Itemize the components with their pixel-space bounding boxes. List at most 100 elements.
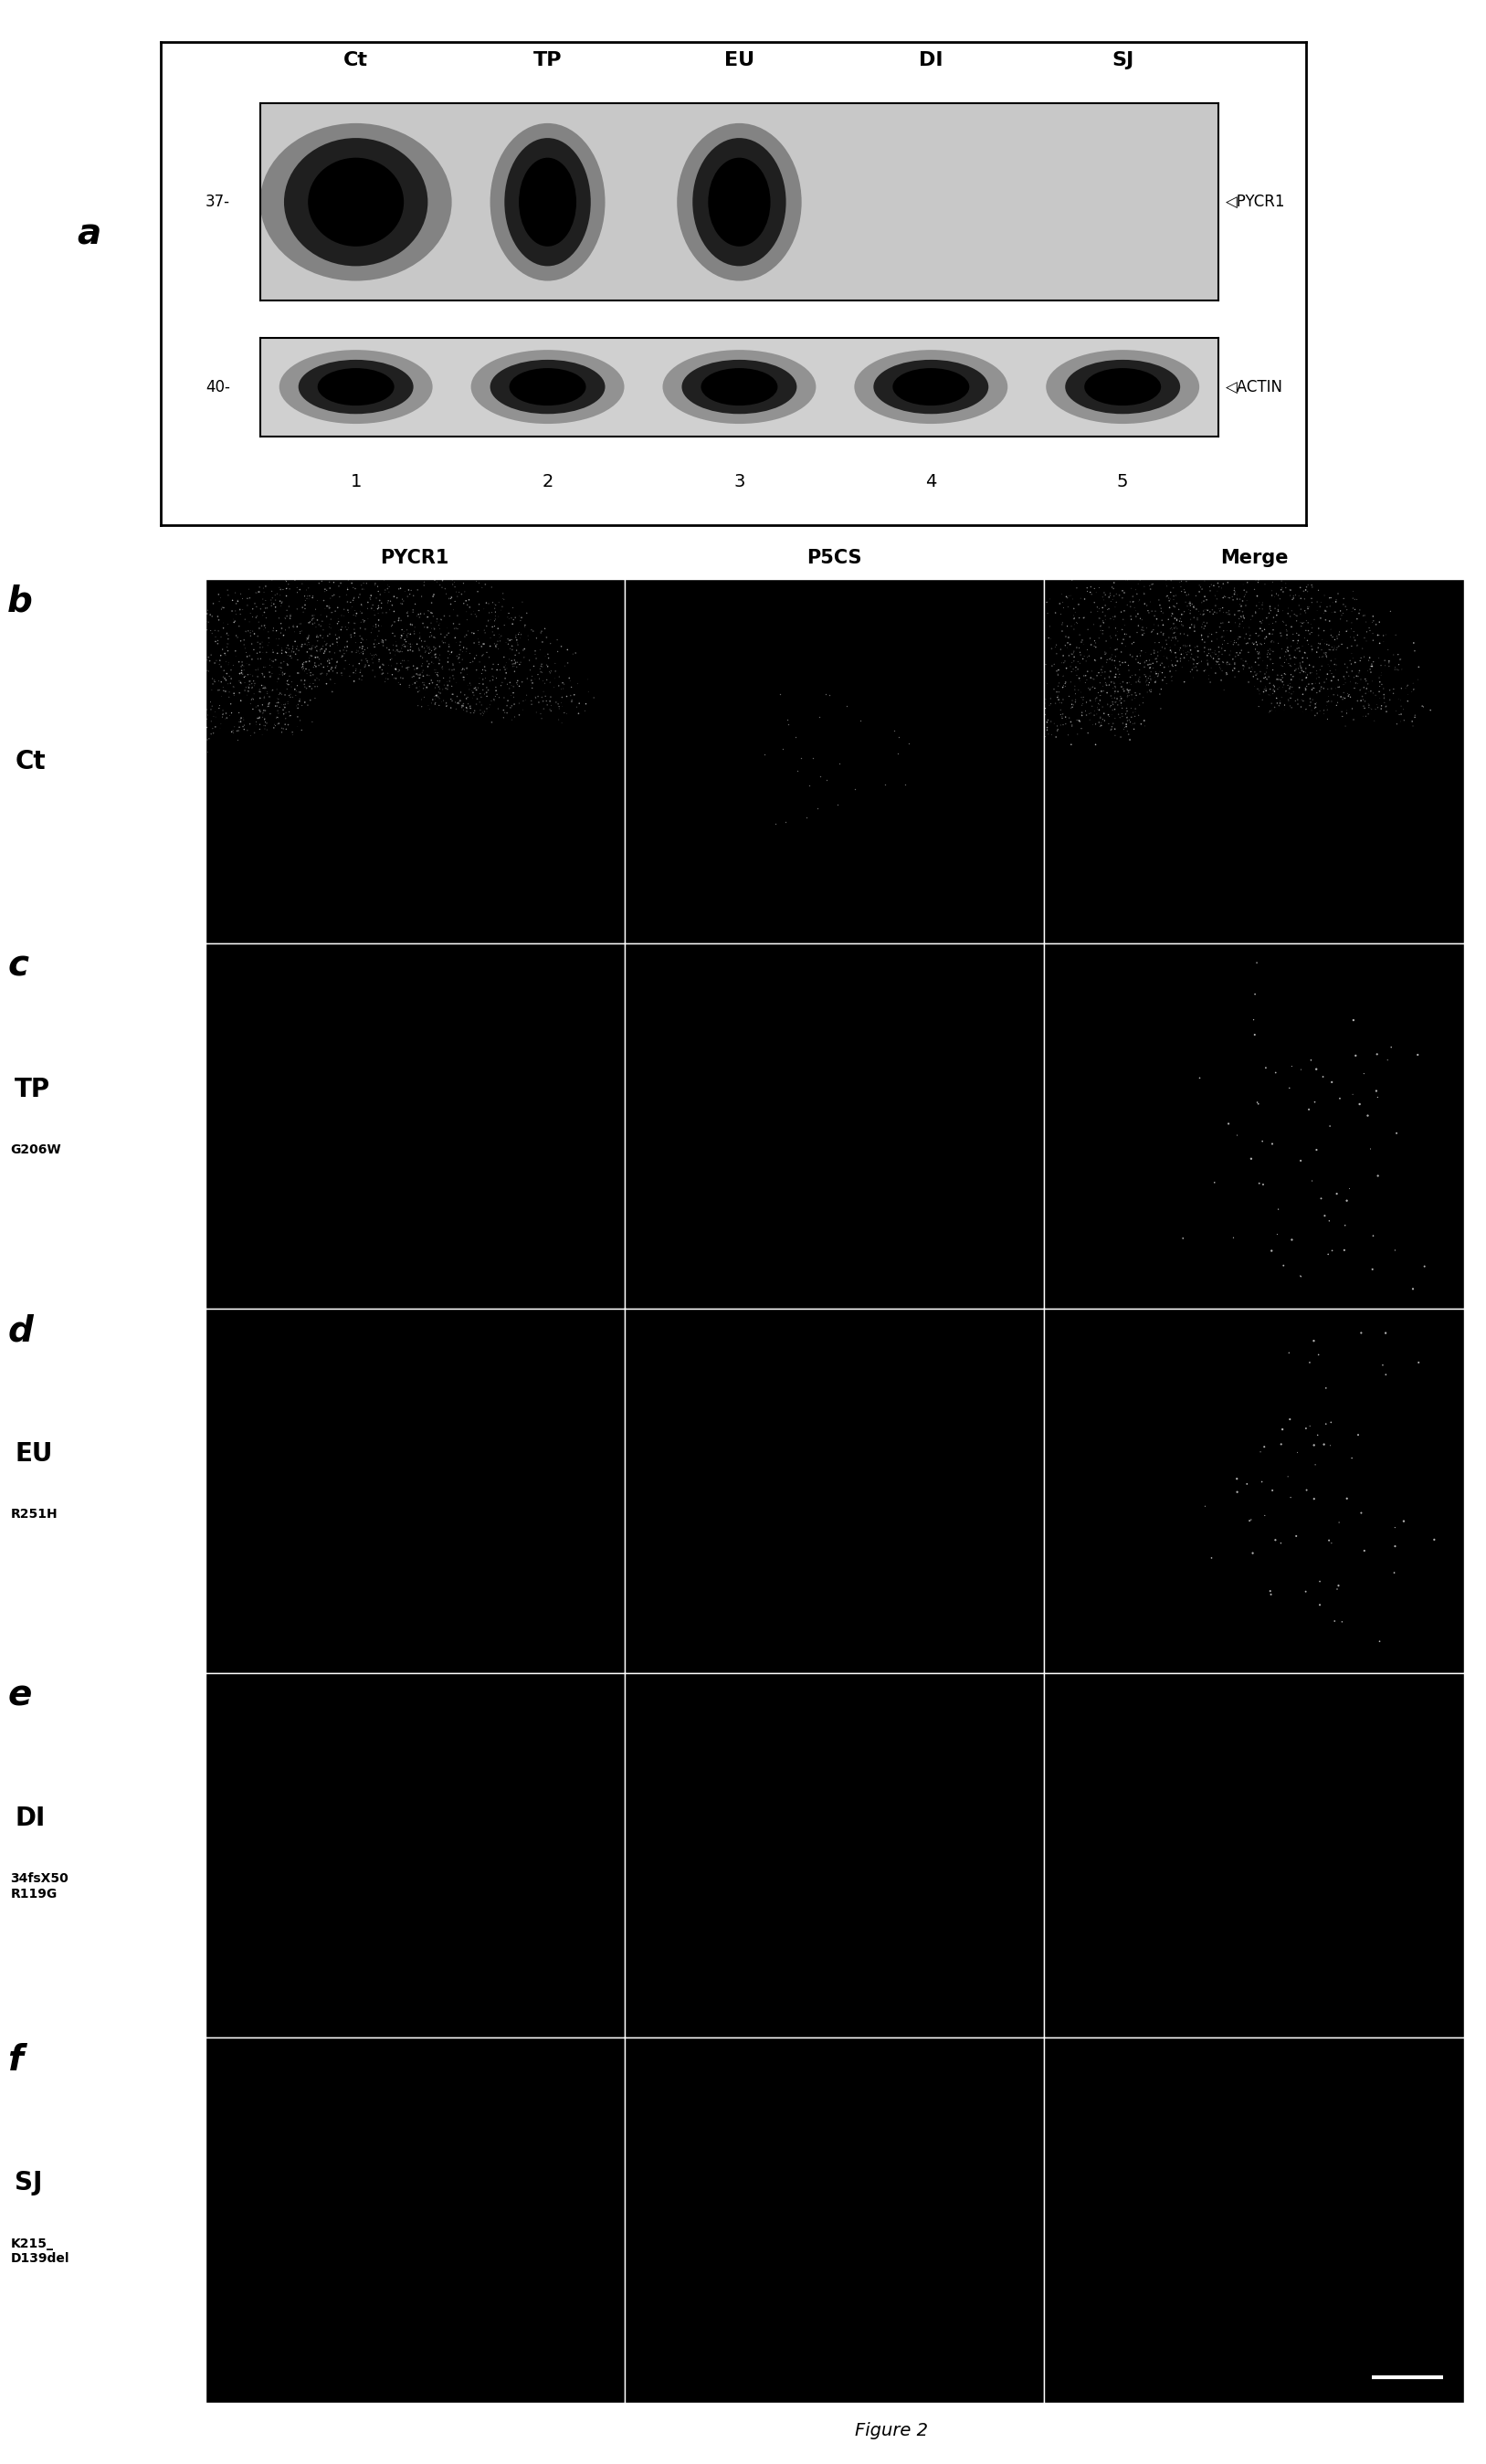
Point — [484, 675, 508, 715]
Point — [1318, 1106, 1342, 1146]
Point — [363, 628, 386, 668]
Point — [1348, 653, 1372, 692]
Point — [447, 683, 471, 722]
Point — [1172, 663, 1196, 702]
Point — [1339, 609, 1363, 648]
Point — [1318, 650, 1342, 690]
Point — [367, 648, 391, 687]
Ellipse shape — [279, 350, 432, 424]
Point — [1065, 604, 1089, 643]
Point — [382, 626, 406, 665]
Point — [1184, 636, 1208, 675]
Point — [505, 648, 529, 687]
Point — [1276, 631, 1300, 670]
Point — [1199, 636, 1223, 675]
Point — [1205, 614, 1229, 653]
Point — [1369, 690, 1392, 729]
Point — [476, 673, 499, 712]
Point — [245, 705, 269, 744]
Point — [1269, 614, 1293, 653]
Point — [1196, 646, 1220, 685]
Point — [1297, 1343, 1321, 1382]
Point — [233, 599, 257, 638]
Point — [465, 685, 489, 724]
Point — [236, 655, 260, 695]
Point — [1094, 621, 1117, 660]
Point — [1089, 673, 1113, 712]
Point — [210, 589, 233, 628]
Point — [303, 638, 327, 678]
Point — [1383, 616, 1407, 655]
Point — [1051, 705, 1074, 744]
Point — [1373, 646, 1397, 685]
Point — [1046, 655, 1070, 695]
Point — [409, 658, 432, 697]
Point — [1315, 591, 1339, 631]
Point — [461, 614, 484, 653]
Point — [525, 678, 548, 717]
Point — [1358, 670, 1382, 710]
Point — [293, 582, 317, 621]
Point — [1386, 636, 1410, 675]
Point — [492, 606, 516, 646]
Point — [317, 650, 340, 690]
Point — [1068, 660, 1092, 700]
Point — [1278, 638, 1302, 678]
Point — [501, 589, 525, 628]
Point — [1242, 623, 1266, 663]
Point — [419, 616, 443, 655]
Point — [229, 594, 253, 633]
Point — [372, 646, 395, 685]
Point — [1263, 1052, 1287, 1092]
Point — [480, 655, 504, 695]
Point — [1326, 1173, 1349, 1212]
Point — [1104, 648, 1128, 687]
Point — [504, 616, 528, 655]
Point — [370, 655, 394, 695]
Point — [1125, 636, 1149, 675]
Point — [1254, 658, 1278, 697]
Point — [1247, 616, 1271, 655]
Point — [272, 695, 296, 734]
Point — [373, 569, 397, 609]
Point — [1296, 611, 1320, 650]
Point — [276, 697, 300, 737]
Point — [275, 591, 299, 631]
Point — [269, 577, 293, 616]
Point — [235, 710, 259, 749]
Point — [385, 579, 409, 618]
Point — [1164, 650, 1187, 690]
Point — [498, 641, 522, 680]
Point — [449, 631, 473, 670]
Point — [1262, 631, 1285, 670]
Point — [516, 616, 539, 655]
Point — [1401, 1269, 1425, 1308]
Point — [210, 705, 233, 744]
Point — [202, 660, 226, 700]
Point — [1259, 1574, 1282, 1614]
Point — [232, 621, 256, 660]
Point — [1354, 683, 1378, 722]
Point — [1297, 685, 1321, 724]
Point — [1288, 643, 1312, 683]
Point — [389, 616, 413, 655]
Point — [474, 658, 498, 697]
Point — [1037, 715, 1061, 754]
Point — [385, 643, 409, 683]
Point — [431, 562, 455, 601]
Point — [1077, 700, 1101, 739]
Point — [1097, 609, 1120, 648]
Point — [553, 646, 577, 685]
Point — [211, 609, 235, 648]
Point — [1254, 670, 1278, 710]
Point — [1383, 1230, 1407, 1269]
Point — [319, 599, 343, 638]
Point — [1112, 710, 1135, 749]
Point — [1229, 631, 1253, 670]
Point — [376, 660, 400, 700]
Point — [473, 589, 496, 628]
Point — [398, 574, 422, 614]
Point — [1336, 648, 1360, 687]
Point — [1320, 579, 1343, 618]
Point — [428, 678, 452, 717]
